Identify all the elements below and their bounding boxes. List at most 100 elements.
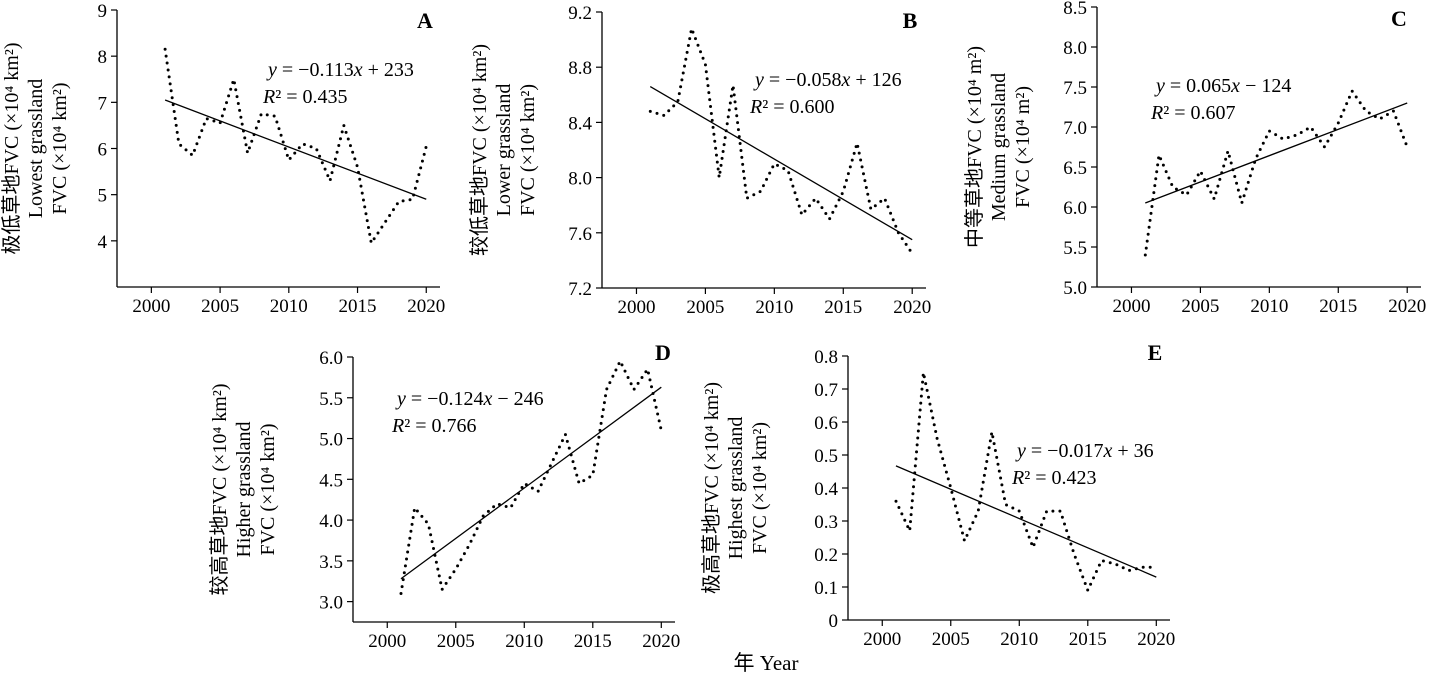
y-tick-label: 0.5 (814, 446, 838, 467)
chart-panel-c: 5.0 5.5 6.0 6.5 7.0 7.5 8.0 8.5 2000 2005 2010 2015… (963, 0, 1426, 317)
y-axis-label: FVC (×10⁴ km²) (749, 422, 771, 554)
y-tick-label: 0.7 (814, 380, 838, 401)
x-tick-label: 2020 (642, 631, 680, 652)
x-tick-label: 2005 (932, 629, 970, 650)
y-tick-label: 9 (98, 1, 108, 22)
x-tick-label: 2010 (270, 296, 308, 317)
x-tick-label: 2015 (1319, 296, 1357, 317)
chart-panel-e: 0 0.1 0.2 0.3 0.4 0.5 0.6 0.7 0.8 2000 2005 2010 201… (700, 340, 1175, 650)
regression-equation: y = −0.017x + 36 (1015, 440, 1154, 462)
x-tick-label: 2000 (132, 296, 170, 317)
trend-line (1145, 102, 1408, 204)
chart-panel-a: 4 5 6 7 8 9 2000 2005 2010 2015 2020 极低草地FVC (×10⁴ … (0, 1, 445, 317)
y-axis-label: FVC (×10⁴ m²) (1012, 86, 1034, 208)
x-tick-label: 2000 (1112, 296, 1150, 317)
x-tick-label: 2000 (617, 297, 655, 318)
y-axis-label: FVC (×10⁴ km²) (257, 423, 279, 555)
y-tick-label: 4.5 (319, 470, 343, 491)
y-tick-label: 0.4 (814, 479, 838, 500)
y-axis-label: 较高草地FVC (×10⁴ km²) (208, 383, 231, 595)
y-tick-label: 8.0 (1063, 38, 1087, 59)
series-line (648, 27, 914, 255)
y-tick-label: 8.4 (568, 113, 592, 134)
y-tick-label: 0.8 (814, 347, 838, 368)
y-tick-label: 5.5 (1063, 238, 1087, 259)
x-tick-label: 2005 (1181, 296, 1219, 317)
y-tick-label: 0.3 (814, 512, 838, 533)
trend-line (400, 386, 662, 580)
x-tick-label: 2010 (1000, 629, 1038, 650)
y-tick-label: 6 (98, 140, 108, 161)
y-tick-label: 5.0 (1063, 278, 1087, 299)
panel-label: E (1148, 340, 1163, 365)
x-tick-label: 2000 (368, 631, 406, 652)
x-tick-label: 2020 (1388, 296, 1426, 317)
x-tick-label: 2000 (863, 629, 901, 650)
y-tick-label: 4.0 (319, 511, 343, 532)
series-line (1143, 89, 1409, 257)
r-squared-label: R² = 0.600 (749, 96, 835, 118)
r-squared-label: R² = 0.435 (262, 86, 348, 108)
y-axis-label: Medium grassland (988, 73, 1010, 221)
y-tick-label: 7.6 (568, 224, 592, 245)
x-tick-label: 2010 (505, 631, 543, 652)
y-tick-label: 9.2 (568, 3, 592, 24)
y-tick-label: 5.0 (319, 430, 343, 451)
y-tick-label: 0.1 (814, 578, 838, 599)
regression-equation: y = −0.058x + 126 (753, 69, 902, 91)
y-tick-label: 5 (98, 186, 108, 207)
x-tick-label: 2015 (339, 296, 377, 317)
regression-equation: y = 0.065x − 124 (1154, 75, 1291, 97)
panel-label: D (655, 340, 671, 365)
y-tick-label: 0.2 (814, 545, 838, 566)
x-tick-label: 2020 (1137, 629, 1175, 650)
y-axis-label: Highest grassland (725, 417, 747, 560)
y-axis-label: FVC (×10⁴ km²) (49, 82, 71, 214)
y-tick-label: 7.5 (1063, 78, 1087, 99)
y-axis-label: 较低草地FVC (×10⁴ km²) (468, 44, 491, 256)
trend-line (164, 99, 427, 200)
x-tick-label: 2020 (893, 297, 931, 318)
y-tick-label: 6.0 (319, 348, 343, 369)
y-axis-label: Higher grassland (233, 421, 255, 557)
y-axis-label: Lower grassland (493, 84, 515, 217)
x-tick-label: 2005 (201, 296, 239, 317)
y-axis-label: FVC (×10⁴ km²) (517, 84, 539, 216)
y-tick-label: 8.5 (1063, 0, 1087, 19)
x-tick-label: 2010 (755, 297, 793, 318)
y-tick-label: 5.5 (319, 389, 343, 410)
series-line (894, 371, 1158, 592)
y-tick-label: 7.0 (1063, 118, 1087, 139)
y-axis-label: 中等草地FVC (×10⁴ m²) (963, 46, 986, 248)
y-axis-label: 极高草地FVC (×10⁴ km²) (700, 382, 723, 594)
y-tick-label: 7.2 (568, 279, 592, 300)
y-tick-label: 6.5 (1063, 158, 1087, 179)
y-tick-label: 6.0 (1063, 198, 1087, 219)
x-tick-label: 2010 (1250, 296, 1288, 317)
x-axis-title: 年 Year (734, 651, 799, 675)
series-line (399, 359, 663, 595)
y-tick-label: 7 (98, 93, 108, 114)
regression-equation: y = −0.124x − 246 (395, 388, 544, 410)
r-squared-label: R² = 0.766 (391, 415, 477, 437)
panel-label: A (417, 8, 433, 33)
y-tick-label: 3.0 (319, 593, 343, 614)
x-tick-label: 2015 (1069, 629, 1107, 650)
y-tick-label: 8.0 (568, 169, 592, 190)
x-tick-label: 2005 (686, 297, 724, 318)
trend-line (895, 465, 1157, 578)
r-squared-label: R² = 0.423 (1011, 467, 1097, 489)
y-tick-label: 0.6 (814, 413, 838, 434)
y-tick-label: 4 (98, 232, 108, 253)
y-tick-label: 0 (829, 611, 839, 632)
y-axis-label: 极低草地FVC (×10⁴ km²) (0, 42, 23, 254)
y-tick-label: 8 (98, 47, 108, 68)
x-tick-label: 2005 (437, 631, 475, 652)
y-tick-label: 8.8 (568, 58, 592, 79)
r-squared-label: R² = 0.607 (1150, 102, 1236, 124)
x-tick-label: 2015 (824, 297, 862, 318)
y-axis-label: Lowest grassland (25, 79, 47, 218)
regression-equation: y = −0.113x + 233 (266, 59, 414, 81)
trend-line (649, 85, 913, 241)
